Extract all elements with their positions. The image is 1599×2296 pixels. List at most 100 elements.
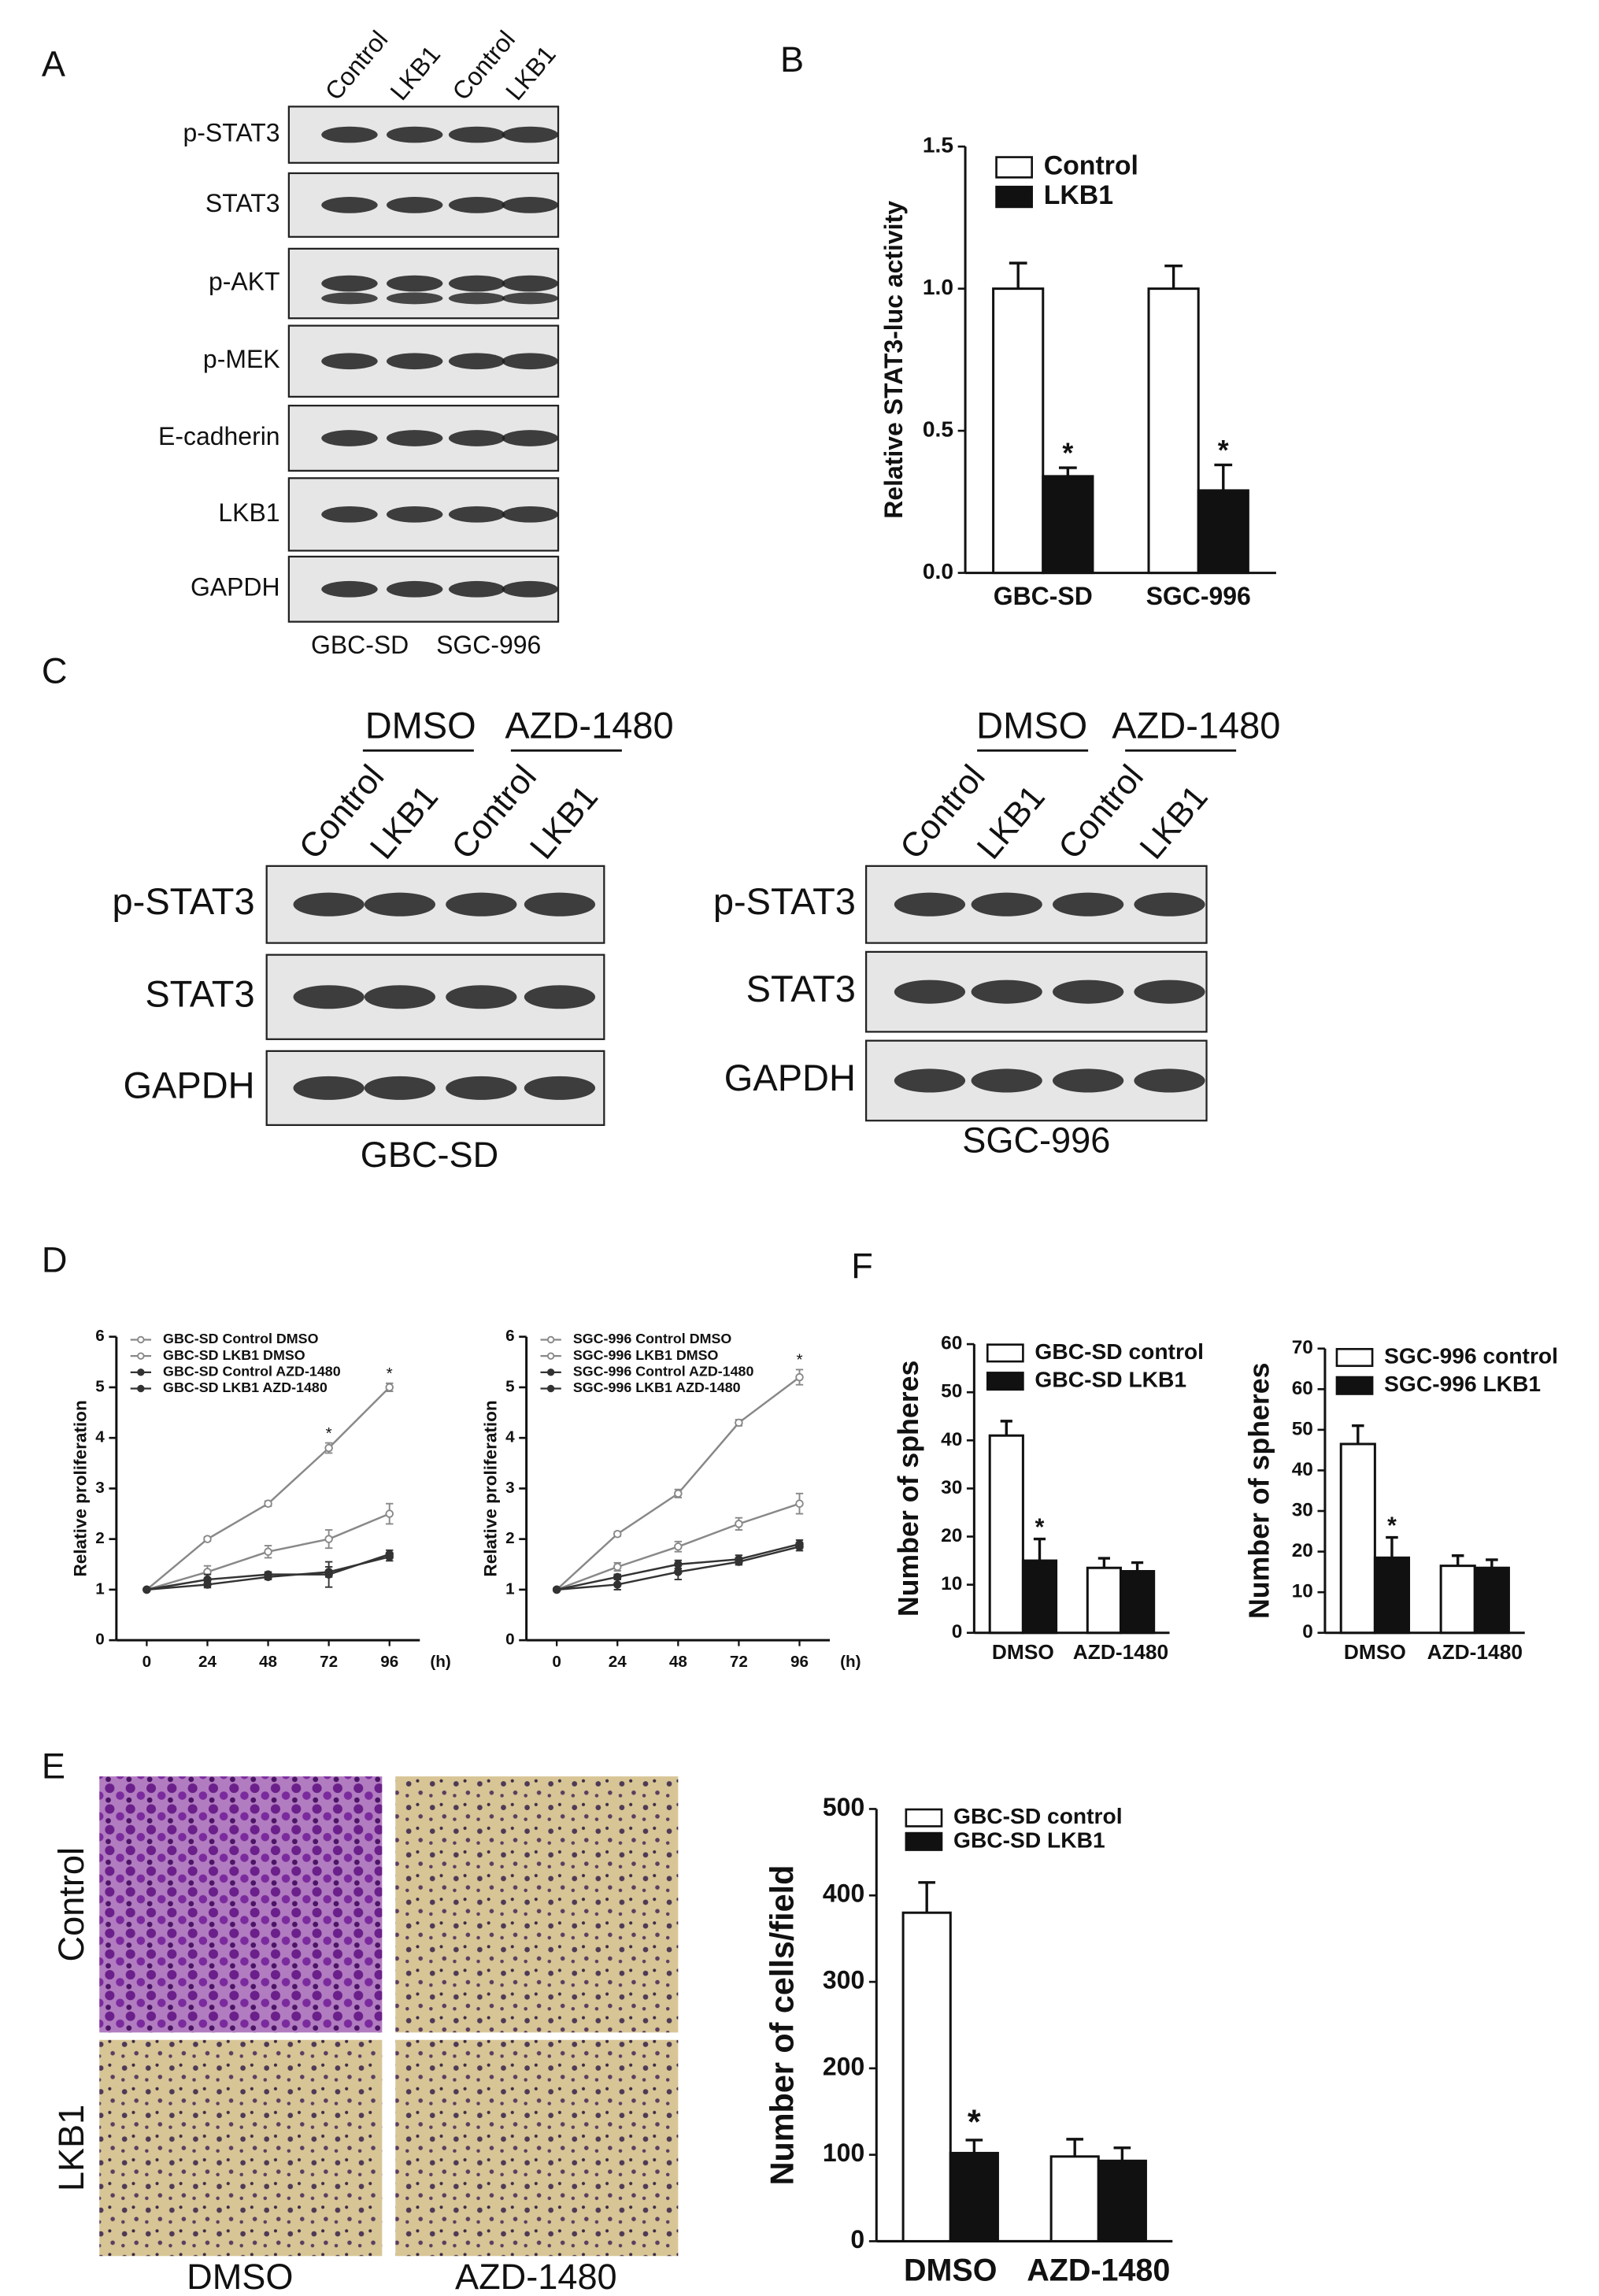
- band: [364, 892, 436, 917]
- group-label: AZD-1480: [1112, 704, 1280, 746]
- y-tick-label: 400: [823, 1879, 864, 1908]
- band: [502, 580, 559, 598]
- band: [502, 292, 559, 305]
- legend-label: LKB1: [1044, 180, 1113, 210]
- band: [293, 985, 365, 1009]
- y-tick-label: 500: [823, 1793, 864, 1821]
- y-tick-label: 10: [941, 1573, 962, 1594]
- legend-marker: [546, 1335, 555, 1344]
- group-label: AZD-1480: [505, 704, 673, 746]
- band: [386, 505, 443, 523]
- legend-label: GBC-SD control: [953, 1803, 1123, 1828]
- error-bar: [1164, 265, 1183, 289]
- error-bar: [1033, 1537, 1046, 1561]
- x-tick-label: 48: [669, 1653, 687, 1671]
- band: [448, 126, 505, 143]
- bar: [1021, 1559, 1058, 1635]
- error-bar: [1097, 1557, 1110, 1568]
- band: [386, 292, 443, 305]
- y-tick-label: 0: [952, 1621, 963, 1642]
- protein-label: GAPDH: [724, 1057, 856, 1098]
- lane-label: LKB1: [384, 40, 446, 106]
- column-label: AZD-1480: [455, 2257, 617, 2296]
- lane-label: Control: [445, 758, 544, 867]
- error-bar: [1486, 1558, 1498, 1568]
- x-tick-label: DMSO: [1344, 1640, 1406, 1664]
- bar: [988, 1434, 1024, 1635]
- band: [446, 1076, 517, 1100]
- column-label: DMSO: [187, 2257, 293, 2296]
- legend-marker: [137, 1352, 145, 1360]
- x-tick-label: AZD-1480: [1427, 1640, 1523, 1664]
- y-tick-label: 0: [850, 2225, 864, 2253]
- band: [1134, 980, 1205, 1004]
- y-tick-label: 6: [505, 1327, 514, 1345]
- bar: [901, 1911, 952, 2242]
- band: [971, 892, 1042, 917]
- x-axis-label: (h): [840, 1653, 861, 1671]
- point: [674, 1489, 683, 1498]
- band: [894, 892, 966, 917]
- band: [502, 505, 559, 523]
- point: [264, 1572, 272, 1582]
- y-tick-label: 0: [505, 1631, 514, 1649]
- legend-label: GBC-SD LKB1 AZD-1480: [163, 1379, 328, 1395]
- point: [264, 1547, 272, 1556]
- point: [385, 1552, 394, 1561]
- point: [324, 1443, 333, 1453]
- legend-label: SGC-996 Control AZD-1480: [573, 1364, 754, 1379]
- error-bar: [1113, 2146, 1131, 2161]
- legend-label: GBC-SD LKB1: [1035, 1367, 1186, 1392]
- band: [448, 353, 505, 370]
- lane-label: Control: [1051, 758, 1150, 867]
- x-tick-label: 0: [552, 1653, 561, 1671]
- legend-marker: [137, 1335, 145, 1344]
- y-tick-label: 10: [1292, 1581, 1313, 1602]
- point: [735, 1557, 743, 1566]
- band: [293, 892, 365, 917]
- point: [613, 1562, 622, 1572]
- point: [613, 1580, 622, 1589]
- error-bar: [1009, 261, 1027, 289]
- bar: [1086, 1566, 1122, 1635]
- band: [502, 353, 559, 370]
- significance-marker: *: [968, 2104, 981, 2142]
- y-tick-label: 30: [941, 1477, 962, 1498]
- micrograph: [395, 1776, 679, 2033]
- legend-marker: [546, 1384, 555, 1393]
- row-label: Control: [51, 1847, 91, 1961]
- legend-swatch: [1335, 1347, 1374, 1368]
- band: [448, 275, 505, 292]
- y-tick-label: 200: [823, 2052, 864, 2080]
- legend-swatch: [905, 1808, 943, 1828]
- y-tick-label: 300: [823, 1965, 864, 1994]
- panel-label: D: [42, 1240, 68, 1280]
- band: [386, 197, 443, 213]
- band: [321, 580, 378, 598]
- micrograph: [99, 1776, 383, 2033]
- bar: [1439, 1565, 1476, 1635]
- protein-label: GAPDH: [123, 1064, 254, 1105]
- band: [321, 126, 378, 143]
- legend-label: GBC-SD Control DMSO: [163, 1331, 319, 1346]
- protein-label: STAT3: [746, 968, 856, 1009]
- band: [448, 430, 505, 446]
- y-tick-label: 1.5: [923, 132, 953, 157]
- band: [386, 353, 443, 370]
- series-line: [146, 1387, 390, 1591]
- group-label: DMSO: [365, 704, 476, 746]
- x-tick-label: SGC-996: [1146, 582, 1251, 610]
- point: [203, 1580, 212, 1589]
- band: [321, 353, 378, 370]
- protein-label: STAT3: [205, 189, 280, 217]
- y-tick-label: 3: [505, 1479, 514, 1497]
- point: [264, 1499, 272, 1508]
- legend-swatch: [986, 1343, 1024, 1363]
- bar: [1042, 475, 1094, 575]
- legend-marker: [546, 1352, 555, 1360]
- panel-label: A: [42, 44, 65, 84]
- legend-swatch: [1335, 1376, 1374, 1395]
- y-tick-label: 5: [505, 1377, 514, 1395]
- cell-line-label: GBC-SD: [311, 631, 409, 659]
- band: [448, 580, 505, 598]
